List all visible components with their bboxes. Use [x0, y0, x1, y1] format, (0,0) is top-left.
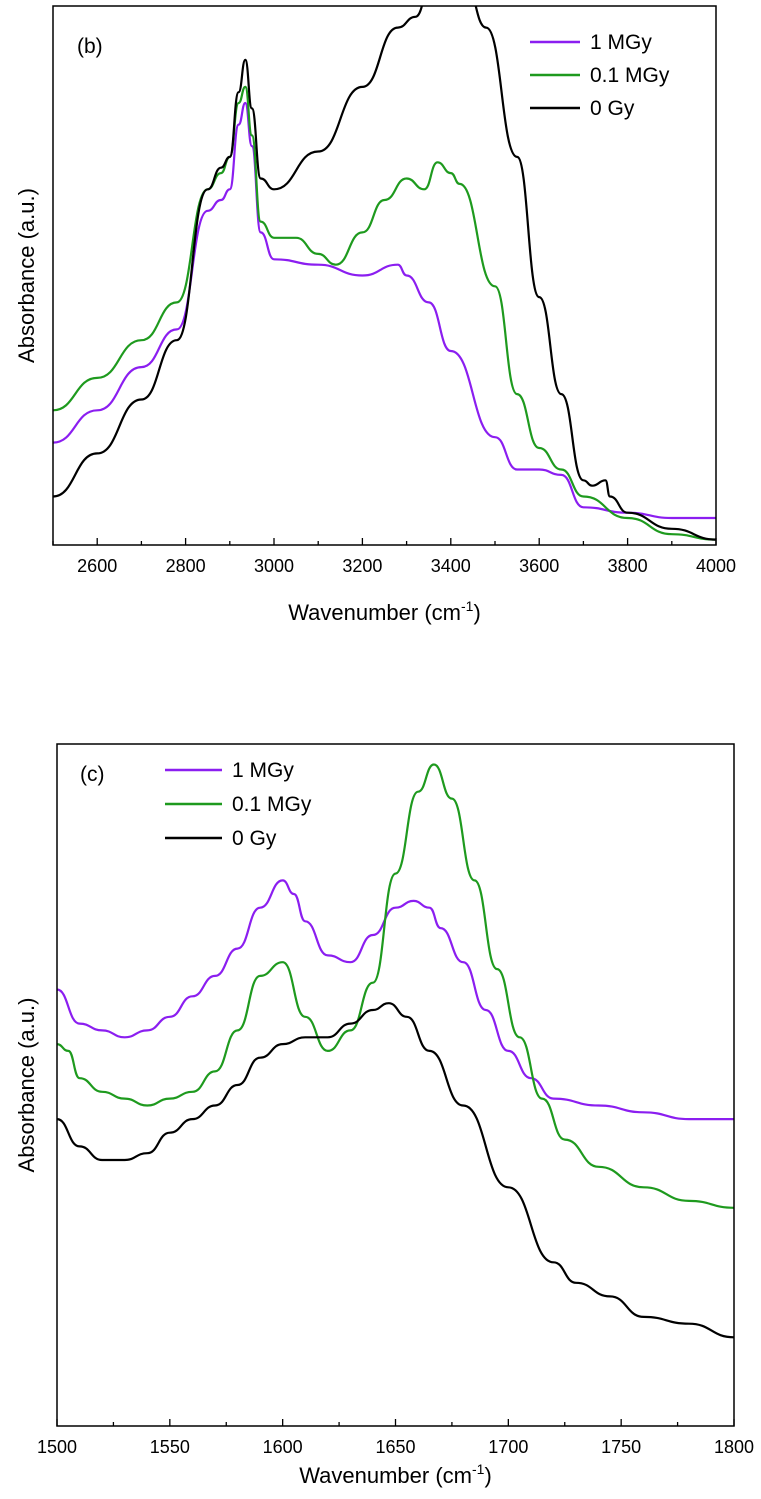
- plot-frame: [56, 743, 735, 1427]
- y-axis-title: Absorbance (a.u.): [14, 998, 39, 1173]
- x-tick-label: 2800: [166, 556, 206, 576]
- x-tick-label: 3600: [519, 556, 559, 576]
- series-line-0: [57, 879, 734, 1121]
- series-line-2: [57, 1002, 734, 1339]
- x-tick-label: 3400: [431, 556, 471, 576]
- legend: 1 MGy 0.1 MGy 0 Gy: [165, 759, 312, 850]
- series-line-2: [53, 6, 716, 541]
- plot-area: [53, 6, 716, 541]
- plot-area: [57, 763, 734, 1339]
- legend-label: 1 MGy: [232, 759, 294, 782]
- x-tick-label: 1800: [714, 1437, 754, 1457]
- x-tick-label: 1550: [150, 1437, 190, 1457]
- chart-c: 1500 1550 1600 1650 1700 1750 1800 Wavenumber (…: [14, 743, 754, 1488]
- legend: 1 MGy 0.1 MGy 0 Gy: [530, 31, 670, 120]
- x-tick-label: 2600: [77, 556, 117, 576]
- series-line-1: [53, 85, 716, 541]
- x-tick-label: 1750: [601, 1437, 641, 1457]
- plot-frame: [52, 5, 717, 546]
- x-tick-label: 3800: [608, 556, 648, 576]
- legend-label: 0 Gy: [590, 97, 635, 120]
- panel-label: (c): [80, 763, 105, 786]
- x-axis-title: Wavenumber (cm-1): [288, 598, 481, 625]
- series-line-0: [53, 101, 716, 520]
- legend-label: 0.1 MGy: [232, 793, 312, 816]
- chart-b: 2600 2800 3000 3200 3400 3600 3800 4000 Wavenumb…: [14, 5, 736, 625]
- y-axis-title: Absorbance (a.u.): [14, 188, 39, 363]
- x-axis-title: Wavenumber (cm-1): [299, 1461, 492, 1488]
- legend-label: 0 Gy: [232, 827, 277, 850]
- x-tick-label: 1500: [37, 1437, 77, 1457]
- legend-label: 0.1 MGy: [590, 64, 670, 87]
- x-tick-label: 1600: [263, 1437, 303, 1457]
- x-tick-label: 1650: [375, 1437, 415, 1457]
- x-tick-label: 4000: [696, 556, 736, 576]
- legend-label: 1 MGy: [590, 31, 652, 54]
- x-tick-label: 1700: [488, 1437, 528, 1457]
- panel-label: (b): [77, 35, 103, 58]
- series-line-1: [57, 763, 734, 1209]
- x-tick-label: 3200: [342, 556, 382, 576]
- x-tick-label: 3000: [254, 556, 294, 576]
